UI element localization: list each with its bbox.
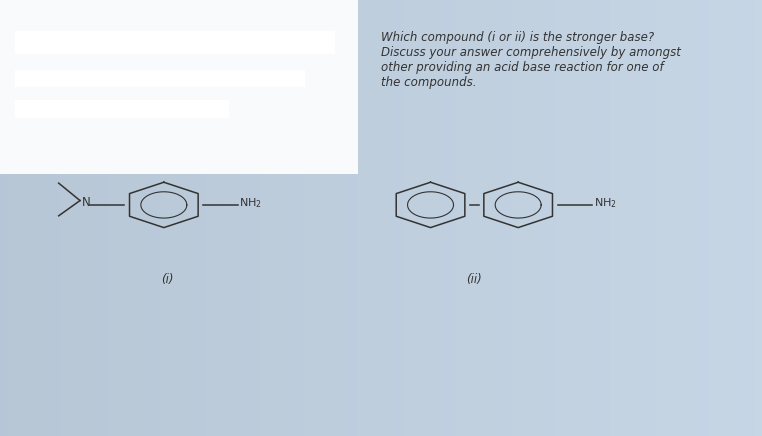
Text: N: N: [82, 196, 91, 209]
Bar: [15, 31, 335, 54]
Text: (i): (i): [162, 272, 174, 286]
Text: $\mathdefault{NH_2}$: $\mathdefault{NH_2}$: [239, 196, 262, 210]
Bar: [0, 0, 358, 174]
Text: Which compound (i or ii) is the stronger base?
Discuss your answer comprehensive: Which compound (i or ii) is the stronger…: [381, 31, 681, 89]
Text: $\mathdefault{NH_2}$: $\mathdefault{NH_2}$: [594, 196, 616, 210]
Text: (ii): (ii): [466, 272, 482, 286]
Bar: [15, 100, 229, 118]
Bar: [15, 70, 305, 87]
